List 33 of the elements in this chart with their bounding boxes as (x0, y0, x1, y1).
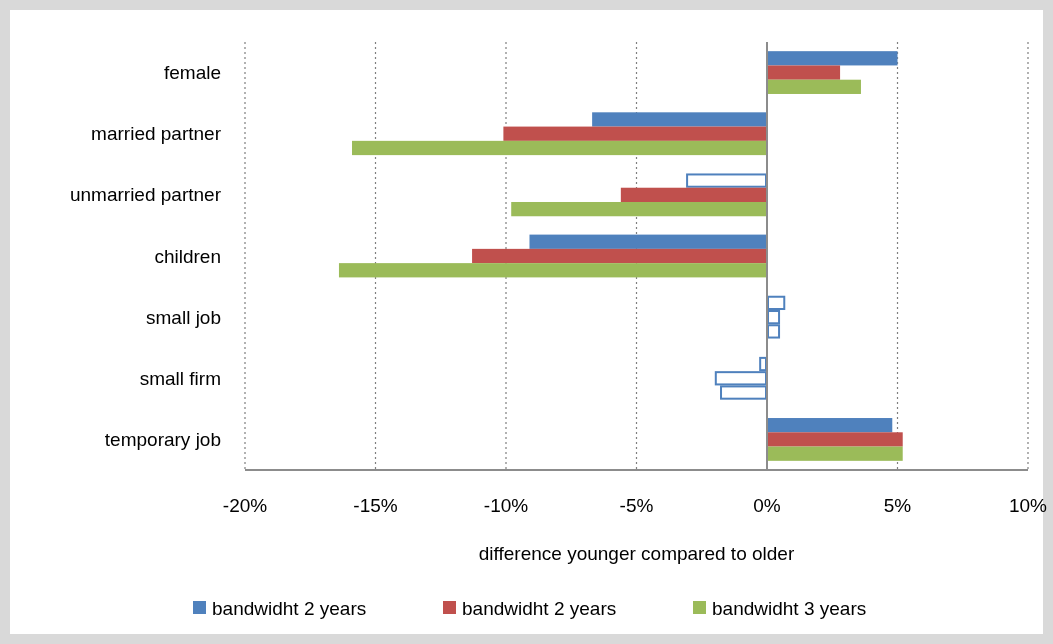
y-tick-label: small firm (139, 367, 221, 389)
bar (767, 79, 861, 94)
x-tick-label: 5% (883, 494, 912, 516)
x-tick-label: -15% (353, 494, 398, 516)
bar (767, 418, 893, 433)
bar (352, 140, 767, 156)
y-tick-label: married partner (91, 123, 222, 145)
x-axis-title: difference younger compared to older (478, 542, 795, 564)
bar (767, 432, 903, 447)
bar (767, 446, 903, 461)
legend-label: bandwidht 3 years (712, 597, 867, 619)
x-tick-label: -10% (483, 494, 529, 516)
y-tick-label: female (163, 62, 221, 84)
y-tick-label: small job (146, 306, 221, 328)
y-tick-label: unmarried partner (69, 184, 222, 206)
bar (767, 65, 841, 80)
bar (472, 248, 767, 264)
y-tick-label: temporary job (104, 428, 221, 450)
legend-label: bandwidht 2 years (212, 597, 367, 619)
x-tick-label: 10% (1008, 494, 1048, 516)
x-tick-label: -5% (619, 494, 654, 516)
x-tick-label: 0% (753, 494, 781, 516)
y-tick-label: children (154, 245, 221, 267)
bar (620, 187, 767, 202)
legend-label: bandwidht 2 years (462, 597, 617, 619)
bar (503, 126, 767, 141)
bar (338, 263, 767, 278)
bar (529, 234, 767, 249)
bar (686, 173, 767, 188)
x-tick-label: -20% (222, 494, 268, 516)
bar (511, 201, 767, 217)
bar (592, 112, 767, 127)
bar (767, 51, 898, 66)
